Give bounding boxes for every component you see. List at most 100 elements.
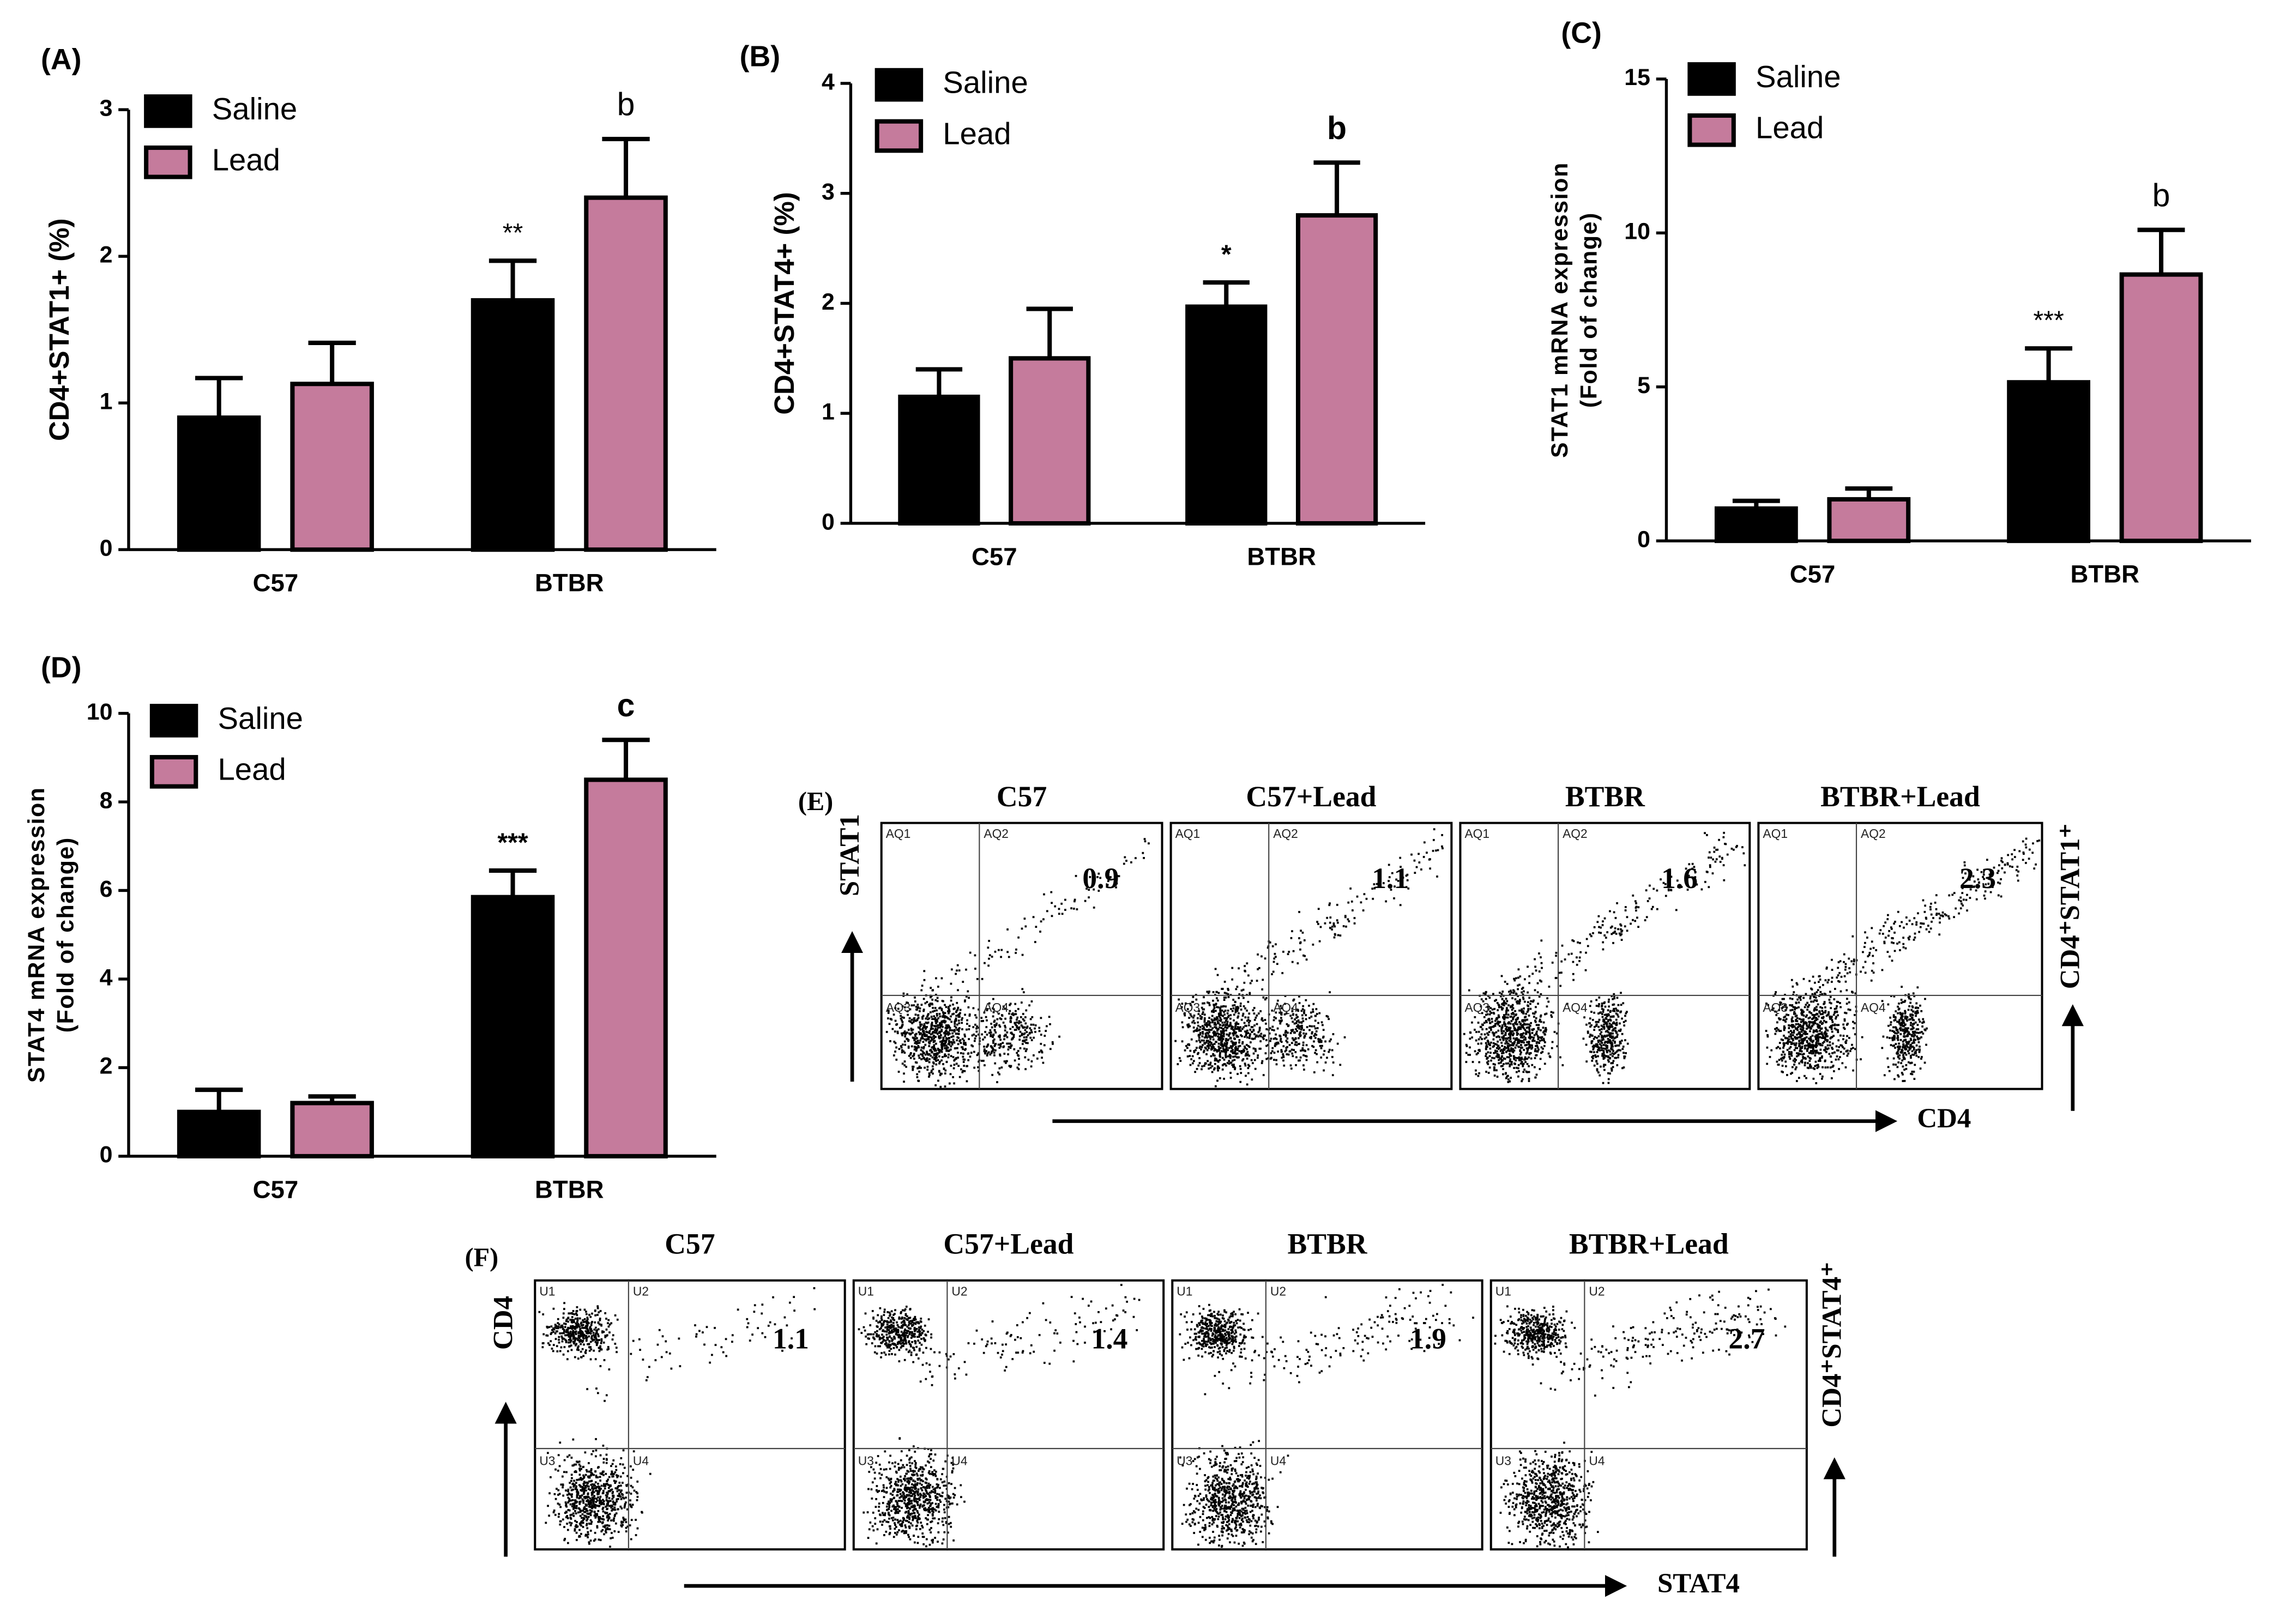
dot [1810,1036,1812,1039]
dot [922,1015,925,1017]
dot [1609,1056,1611,1059]
dot [1258,1034,1261,1037]
dot [1845,1039,1848,1042]
dot [1604,1041,1607,1043]
dot [1525,1030,1528,1033]
dot [1801,1013,1804,1016]
dot [1609,926,1612,929]
dot [2017,870,2019,873]
dot [1237,1026,1239,1028]
dot [1202,1031,1204,1033]
dot [1602,1043,1605,1046]
dot [924,1053,927,1056]
dot [994,1025,996,1028]
dot [1433,828,1435,831]
dot [1203,1039,1205,1042]
dot [1800,1039,1803,1041]
dot [1595,1055,1597,1058]
dot [1908,993,1910,996]
dot [1513,1027,1516,1029]
dot [1602,1011,1605,1013]
dot [997,1043,1000,1046]
dot [1902,1043,1905,1046]
dot [1531,1064,1534,1066]
dot [1821,1037,1824,1039]
dot [1589,1034,1592,1036]
dot [1804,1021,1807,1024]
dot [964,999,966,1002]
dot [1715,858,1718,861]
dot [1528,1053,1531,1055]
dot [913,1046,916,1048]
dot [1279,1040,1282,1042]
dot [1784,1015,1787,1018]
dot [1604,1047,1607,1050]
dot [1983,894,1986,897]
dot [1295,1020,1298,1023]
dot [1488,1055,1491,1058]
dot [1432,849,1434,852]
dot [934,1029,936,1032]
dot [1471,1021,1473,1024]
dot [1867,955,1869,958]
dot [1813,1016,1815,1018]
dot [931,1018,933,1021]
dot [914,1037,917,1040]
dot [1782,1071,1784,1073]
dot [1517,988,1519,991]
dot [1286,1037,1289,1040]
dot [1216,1029,1219,1032]
dot [1500,1048,1503,1051]
dot [1016,1018,1018,1021]
dot [1515,992,1517,995]
dot [1912,992,1915,995]
dot [1334,925,1336,928]
dot [991,956,993,958]
dot [1000,956,1002,958]
dot [950,982,952,985]
dot [1522,1071,1525,1073]
dot [1027,1042,1029,1045]
dot [941,1000,944,1002]
dot [1602,1038,1605,1041]
dot [1503,1014,1505,1016]
dot [1781,1070,1783,1073]
dot [1116,875,1119,877]
dot [894,1030,896,1033]
dot [1034,1024,1037,1027]
dot [945,1055,948,1057]
dot [1920,1010,1923,1012]
dot [1012,1034,1015,1036]
dot [1024,1022,1027,1025]
dot [1542,1021,1545,1024]
dot [1919,1037,1921,1040]
dot [1495,999,1498,1001]
dot [900,1027,902,1029]
dot [1826,1040,1829,1042]
dot [1792,1025,1794,1028]
dot [922,1010,925,1012]
dot [1795,1059,1797,1061]
dot [1202,1002,1204,1005]
dot [1612,1032,1614,1035]
dot [1360,901,1362,904]
dot [965,968,967,971]
dot [920,1004,923,1006]
dot [1331,1055,1334,1058]
dot [936,1033,939,1035]
dot [1844,968,1847,971]
dot [925,1017,927,1020]
x-tick-label: BTBR [1247,542,1316,570]
dot [1203,1051,1205,1053]
dot [1619,1030,1621,1032]
dot [1589,1051,1591,1053]
dot [1502,1052,1505,1054]
dot [1614,917,1617,919]
dot [912,1021,915,1023]
dot [1226,1039,1229,1042]
dot [1539,1040,1541,1042]
dot [938,1055,940,1058]
dot [1214,1057,1216,1060]
dot [1772,1007,1775,1010]
dot [1606,1035,1608,1037]
